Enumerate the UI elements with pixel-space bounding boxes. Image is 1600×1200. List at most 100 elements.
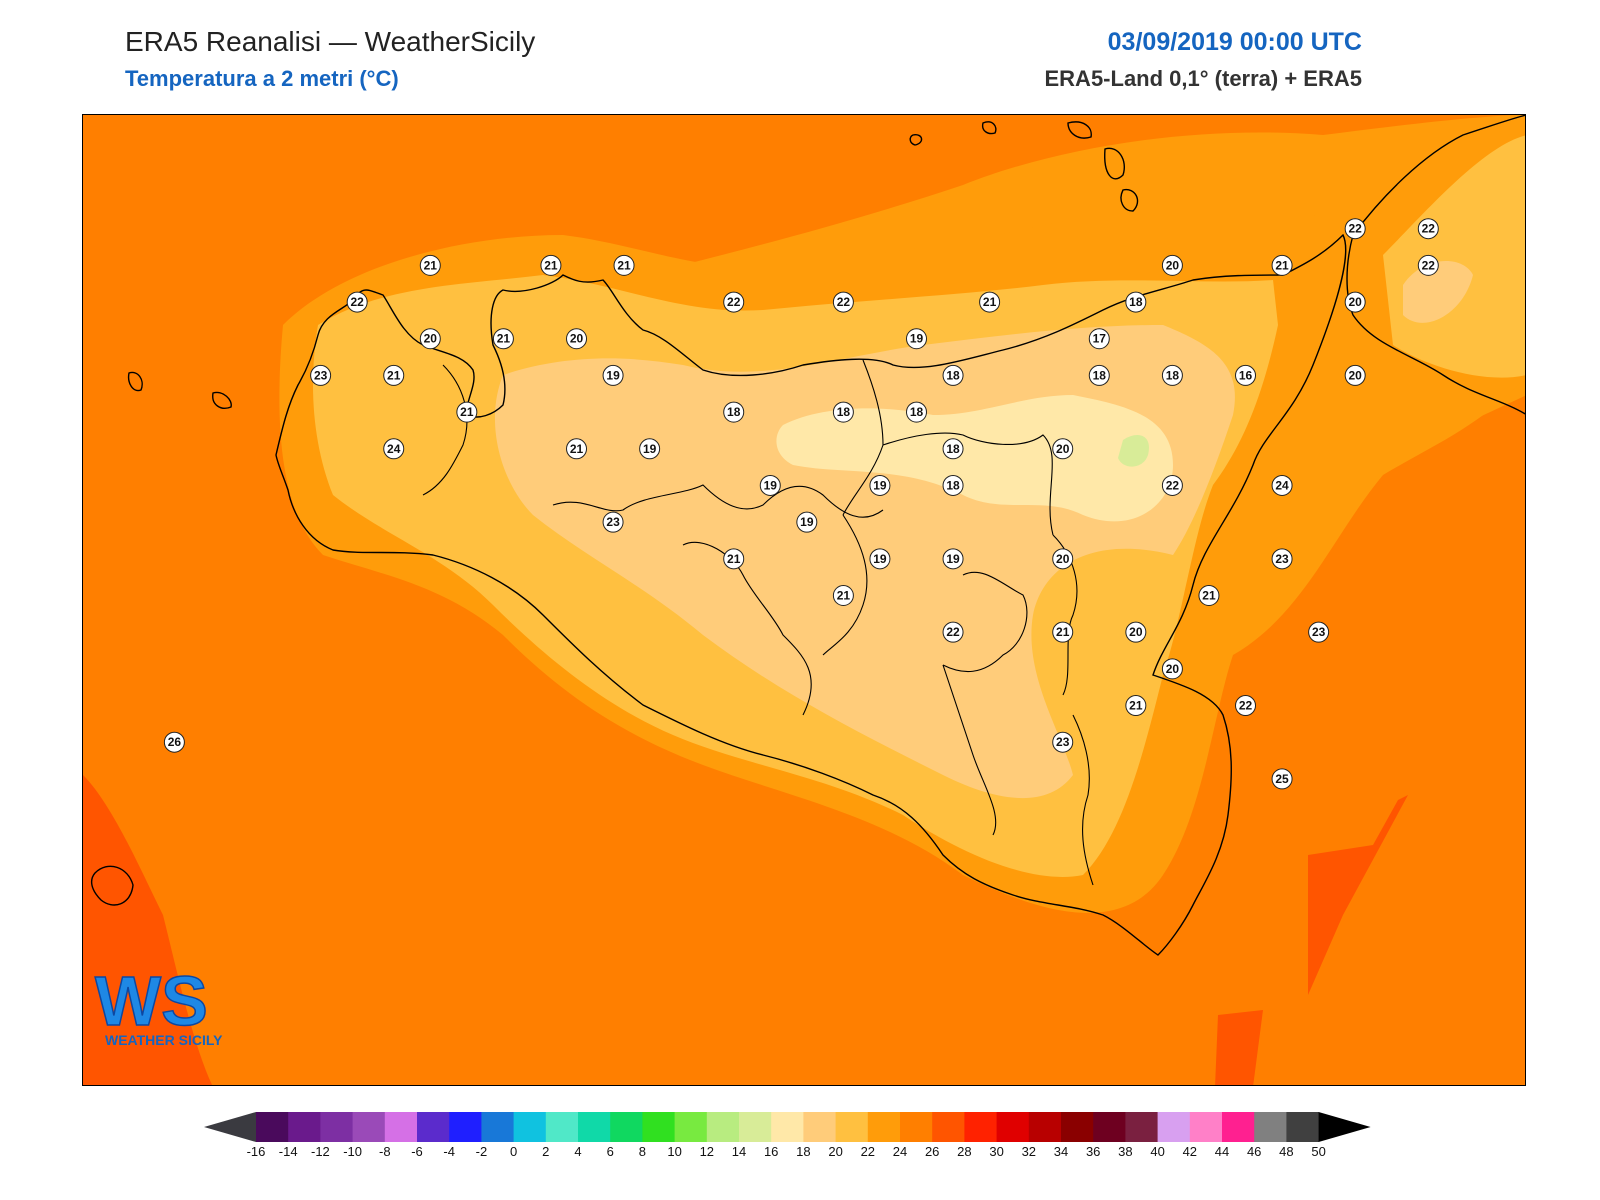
station-circle bbox=[1235, 695, 1257, 717]
station-marker: 22 bbox=[1235, 695, 1257, 717]
colorbar-swatch bbox=[578, 1112, 611, 1142]
station-marker: 22 bbox=[832, 291, 854, 313]
station-circle bbox=[942, 474, 964, 496]
station-marker: 19 bbox=[905, 328, 927, 350]
station-circle bbox=[1088, 364, 1110, 386]
station-circle bbox=[942, 621, 964, 643]
colorbar-tick-label: -6 bbox=[411, 1144, 423, 1159]
station-circle bbox=[905, 328, 927, 350]
colorbar-tick-label: 4 bbox=[574, 1144, 581, 1159]
station-circle bbox=[1271, 254, 1293, 276]
colorbar-tick-label: 34 bbox=[1054, 1144, 1068, 1159]
colorbar-tick-label: 26 bbox=[925, 1144, 939, 1159]
station-circle bbox=[602, 511, 624, 533]
station-value: 22 bbox=[727, 295, 741, 309]
station-marker: 20 bbox=[1161, 658, 1183, 680]
colorbar-tick-label: -16 bbox=[247, 1144, 266, 1159]
station-value: 18 bbox=[727, 405, 741, 419]
station-circle bbox=[942, 548, 964, 570]
station-marker: 22 bbox=[1417, 218, 1439, 240]
weathersicily-logo: WS WEATHER SICILY bbox=[94, 961, 223, 1048]
colorbar-swatch bbox=[1093, 1112, 1126, 1142]
colorbar-tick-label: 44 bbox=[1215, 1144, 1229, 1159]
colorbar-swatch bbox=[1189, 1112, 1223, 1142]
station-circle bbox=[1417, 218, 1439, 240]
colorbar-tick-label: 48 bbox=[1279, 1144, 1293, 1159]
station-circle bbox=[1161, 364, 1183, 386]
station-value: 18 bbox=[946, 478, 960, 492]
station-marker: 20 bbox=[1344, 291, 1366, 313]
colorbar-tick-label: 6 bbox=[607, 1144, 614, 1159]
station-value: 22 bbox=[1422, 222, 1436, 236]
station-value: 19 bbox=[873, 478, 887, 492]
station-circle bbox=[1161, 254, 1183, 276]
colorbar-swatch bbox=[1157, 1112, 1191, 1142]
station-marker: 22 bbox=[723, 291, 745, 313]
station-value: 20 bbox=[1166, 258, 1180, 272]
station-marker: 21 bbox=[1198, 584, 1220, 606]
station-value: 21 bbox=[544, 258, 558, 272]
station-marker: 23 bbox=[1052, 731, 1074, 753]
station-value: 23 bbox=[606, 515, 620, 529]
station-value: 18 bbox=[910, 405, 924, 419]
station-marker: 20 bbox=[1344, 364, 1366, 386]
station-marker: 21 bbox=[566, 438, 588, 460]
colorbar-tick-label: -12 bbox=[311, 1144, 330, 1159]
station-value: 17 bbox=[1093, 332, 1107, 346]
station-marker: 18 bbox=[905, 401, 927, 423]
colorbar-swatch bbox=[610, 1112, 643, 1142]
station-value: 20 bbox=[1056, 552, 1070, 566]
station-marker: 23 bbox=[602, 511, 624, 533]
colorbar-tick-label: 50 bbox=[1311, 1144, 1325, 1159]
station-circle bbox=[613, 254, 635, 276]
station-value: 21 bbox=[1202, 588, 1216, 602]
map-canvas: 21 21 21 22 22 22 21 18 20 21 22 22 22 20 20 21 20 19 17 23… bbox=[83, 115, 1525, 1085]
station-circle bbox=[942, 364, 964, 386]
station-marker: 25 bbox=[1271, 768, 1293, 790]
station-marker: 21 bbox=[492, 328, 514, 350]
colorbar-tick-label: 2 bbox=[542, 1144, 549, 1159]
colorbar-swatch bbox=[1061, 1112, 1094, 1142]
field-16 bbox=[1118, 435, 1149, 467]
station-circle bbox=[540, 254, 562, 276]
station-circle bbox=[1344, 291, 1366, 313]
station-circle bbox=[1271, 768, 1293, 790]
colorbar-tick-label: 12 bbox=[700, 1144, 714, 1159]
field-18 bbox=[776, 395, 1173, 522]
station-value: 21 bbox=[837, 588, 851, 602]
station-markers: 21 21 21 22 22 22 21 18 20 21 22 22 22 20 20 21 20 19 17 23… bbox=[163, 218, 1439, 790]
station-value: 19 bbox=[606, 368, 620, 382]
station-circle bbox=[869, 474, 891, 496]
station-marker: 22 bbox=[1161, 474, 1183, 496]
colorbar-swatch bbox=[867, 1112, 901, 1142]
station-circle bbox=[383, 364, 405, 386]
station-value: 19 bbox=[800, 515, 814, 529]
station-marker: 22 bbox=[942, 621, 964, 643]
station-marker: 20 bbox=[1052, 548, 1074, 570]
station-value: 22 bbox=[1166, 478, 1180, 492]
logo-letters: WS bbox=[95, 962, 208, 1040]
station-circle bbox=[1052, 438, 1074, 460]
station-marker: 21 bbox=[540, 254, 562, 276]
station-marker: 20 bbox=[419, 328, 441, 350]
station-circle bbox=[869, 548, 891, 570]
data-source: ERA5-Land 0,1° (terra) + ERA5 bbox=[1044, 66, 1363, 91]
station-value: 22 bbox=[1239, 699, 1253, 713]
station-marker: 24 bbox=[383, 438, 405, 460]
coastline bbox=[90, 115, 1525, 956]
warm-sea-south bbox=[1215, 1010, 1263, 1085]
station-value: 18 bbox=[837, 405, 851, 419]
colorbar-swatch bbox=[803, 1112, 837, 1142]
colorbar-under-arrow bbox=[204, 1112, 256, 1142]
colorbar-swatch bbox=[1286, 1112, 1320, 1142]
station-circle bbox=[163, 731, 185, 753]
station-marker: 18 bbox=[942, 474, 964, 496]
station-value: 23 bbox=[314, 368, 328, 382]
station-value: 21 bbox=[1129, 699, 1143, 713]
colorbar-tick-label: 30 bbox=[989, 1144, 1003, 1159]
station-circle bbox=[1308, 621, 1330, 643]
colorbar-swatch bbox=[256, 1112, 289, 1142]
colorbar-tick-label: 38 bbox=[1118, 1144, 1132, 1159]
station-circle bbox=[942, 438, 964, 460]
colorbar-swatch bbox=[545, 1112, 579, 1142]
